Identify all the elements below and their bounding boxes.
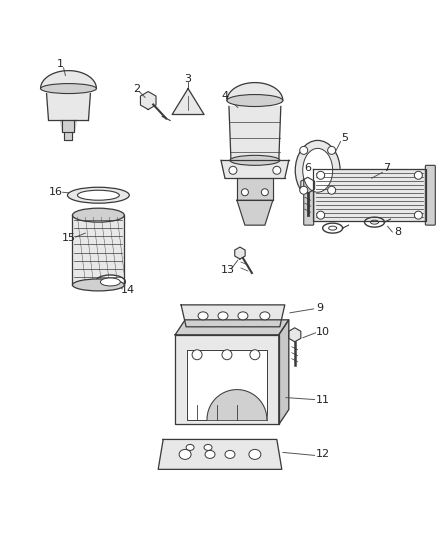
Ellipse shape (186, 445, 194, 450)
Polygon shape (172, 88, 204, 115)
Circle shape (300, 186, 308, 194)
Ellipse shape (78, 190, 119, 200)
Text: 13: 13 (221, 265, 235, 275)
Polygon shape (237, 200, 273, 225)
Text: 2: 2 (133, 84, 140, 94)
Ellipse shape (204, 445, 212, 450)
Ellipse shape (41, 84, 96, 94)
Text: 16: 16 (49, 187, 63, 197)
Polygon shape (207, 390, 267, 419)
Polygon shape (60, 120, 77, 132)
Text: 14: 14 (121, 285, 135, 295)
Ellipse shape (303, 148, 332, 192)
Text: 15: 15 (61, 233, 75, 243)
Circle shape (241, 189, 248, 196)
Ellipse shape (100, 278, 120, 286)
Circle shape (300, 147, 308, 155)
Polygon shape (187, 350, 267, 419)
Polygon shape (175, 320, 289, 335)
Text: 5: 5 (341, 133, 348, 143)
Polygon shape (235, 247, 245, 259)
Text: 10: 10 (316, 327, 330, 337)
FancyBboxPatch shape (304, 165, 314, 225)
Polygon shape (289, 328, 301, 342)
Polygon shape (237, 178, 273, 200)
Ellipse shape (95, 275, 125, 289)
Circle shape (414, 171, 422, 179)
Polygon shape (175, 335, 279, 424)
Ellipse shape (225, 450, 235, 458)
Ellipse shape (72, 208, 124, 222)
Circle shape (261, 189, 268, 196)
Ellipse shape (238, 312, 248, 320)
Text: 12: 12 (316, 449, 330, 459)
Polygon shape (181, 305, 285, 327)
Circle shape (229, 166, 237, 174)
Polygon shape (227, 83, 283, 101)
Circle shape (222, 350, 232, 360)
Polygon shape (141, 92, 156, 109)
Circle shape (328, 147, 336, 155)
Polygon shape (64, 132, 72, 140)
Ellipse shape (260, 312, 270, 320)
Polygon shape (221, 160, 289, 178)
Ellipse shape (205, 450, 215, 458)
Polygon shape (46, 94, 90, 120)
Text: 4: 4 (222, 91, 229, 101)
Ellipse shape (230, 155, 280, 165)
Ellipse shape (295, 140, 340, 200)
FancyBboxPatch shape (425, 165, 435, 225)
Ellipse shape (198, 312, 208, 320)
Ellipse shape (249, 449, 261, 459)
Ellipse shape (67, 187, 129, 203)
Circle shape (250, 350, 260, 360)
Polygon shape (301, 177, 314, 193)
Circle shape (192, 350, 202, 360)
Circle shape (273, 166, 281, 174)
Ellipse shape (227, 94, 283, 107)
Polygon shape (41, 71, 96, 88)
Ellipse shape (179, 449, 191, 459)
Circle shape (414, 211, 422, 219)
Text: 1: 1 (57, 59, 64, 69)
Ellipse shape (72, 279, 124, 291)
Circle shape (328, 186, 336, 194)
Circle shape (317, 171, 325, 179)
Text: 11: 11 (316, 394, 330, 405)
Polygon shape (279, 320, 289, 424)
Text: 3: 3 (184, 74, 191, 84)
Text: 9: 9 (316, 303, 323, 313)
Circle shape (317, 211, 325, 219)
Text: 8: 8 (394, 227, 401, 237)
Ellipse shape (218, 312, 228, 320)
Polygon shape (229, 107, 281, 160)
Text: 7: 7 (383, 163, 390, 173)
Polygon shape (158, 439, 282, 470)
Text: 6: 6 (304, 163, 311, 173)
Polygon shape (72, 215, 124, 285)
Polygon shape (313, 169, 426, 221)
